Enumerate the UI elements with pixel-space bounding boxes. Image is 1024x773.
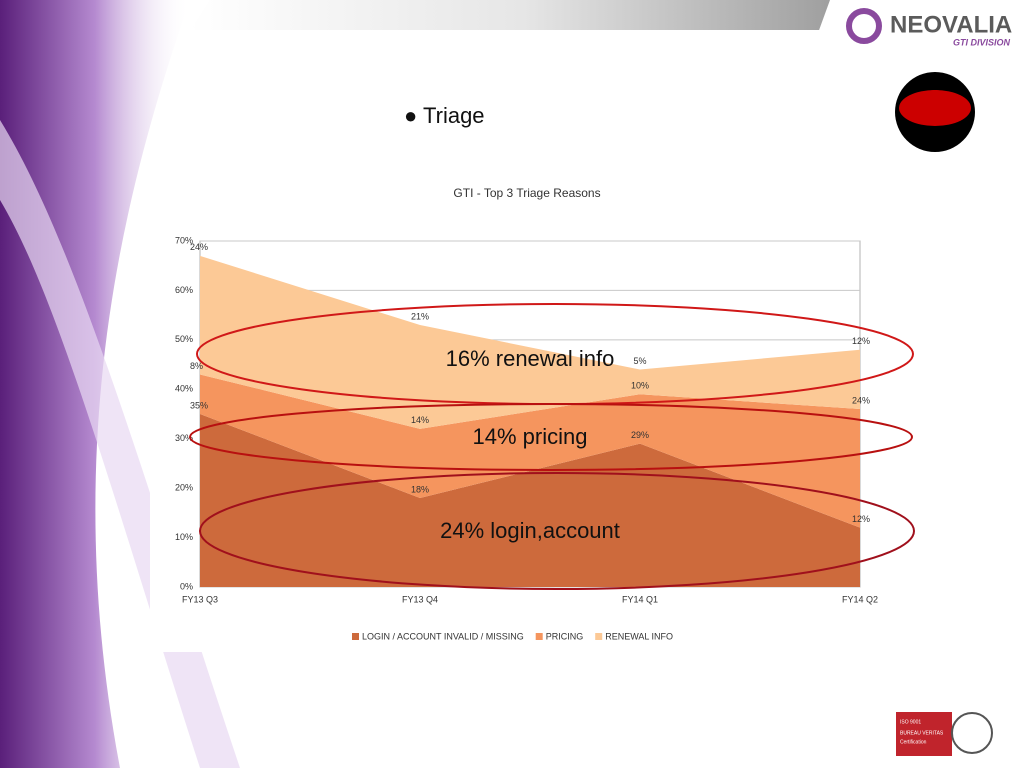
brand-sub: GTI DIVISION (953, 37, 1011, 47)
x-tick-label: FY14 Q2 (842, 594, 878, 604)
y-tick-label: 50% (175, 334, 193, 344)
annotations: 16% renewal info 14% pricing 24% login,a… (189, 303, 915, 590)
data-label: 24% (852, 395, 870, 405)
data-label: 12% (852, 514, 870, 524)
top-bar (190, 0, 1024, 30)
data-label: 29% (631, 430, 649, 440)
data-label: 10% (631, 381, 649, 391)
data-label: 5% (633, 356, 646, 366)
redhat-logo (895, 72, 975, 152)
y-tick-label: 40% (175, 384, 193, 394)
y-tick-label: 0% (180, 581, 193, 591)
legend-swatch (352, 633, 359, 640)
data-label: 14% (411, 415, 429, 425)
x-tick-label: FY13 Q3 (182, 594, 218, 604)
legend-swatch (595, 633, 603, 640)
plot: 0% 10% 20% 30% 40% 50% 60% 70% FY13 Q3 FY13 Q4 FY1… (175, 235, 878, 641)
y-tick-label: 70% (175, 235, 193, 245)
area (200, 255, 860, 429)
y-tick-label: 30% (175, 433, 193, 443)
iso-text: Certification (900, 739, 927, 745)
annotation: 16% renewal info (446, 346, 615, 371)
chart-title: GTI - Top 3 Triage Reasons (453, 186, 600, 200)
annotation-ellipse (199, 472, 915, 590)
legend-label: RENEWAL INFO (605, 631, 673, 641)
x-tick-label: FY13 Q4 (402, 594, 438, 604)
logo-mark (846, 8, 882, 44)
area (200, 414, 860, 587)
annotation-ellipse (189, 403, 913, 471)
data-label: 12% (852, 336, 870, 346)
y-tick-label: 60% (175, 285, 193, 295)
data-label: 24% (190, 242, 208, 252)
x-tick-label: FY14 Q1 (622, 594, 658, 604)
bullet: ● Triage (404, 103, 485, 128)
y-tick-label: 20% (175, 483, 193, 493)
data-label: 21% (411, 311, 429, 321)
y-tick-label: 10% (175, 532, 193, 542)
annotation: 14% pricing (473, 424, 588, 449)
legend-label: PRICING (546, 631, 584, 641)
legend-label: LOGIN / ACCOUNT INVALID / MISSING (362, 631, 524, 641)
legend: LOGIN / ACCOUNT INVALID / MISSING PRICING… (352, 631, 673, 641)
data-label: 8% (190, 361, 203, 371)
annotation: 24% login,account (440, 518, 620, 543)
iso-text: BUREAU VERITAS (900, 730, 944, 736)
legend-swatch (535, 633, 543, 640)
data-label: 18% (411, 484, 429, 494)
iso-badge: ISO 9001 BUREAU VERITAS Certification (896, 712, 993, 756)
iso-text: ISO 9001 (900, 719, 921, 725)
area (200, 374, 860, 528)
data-label: 35% (190, 400, 208, 410)
brand: NEOVALIA (890, 11, 1012, 38)
